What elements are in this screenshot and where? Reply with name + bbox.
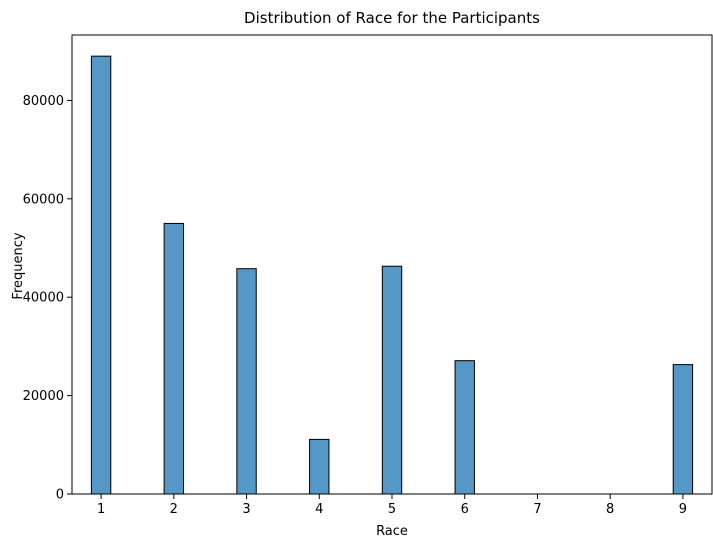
x-tick-label: 5	[388, 502, 396, 517]
bar-race-1	[90, 55, 112, 495]
x-tick-label: 3	[242, 502, 250, 517]
chart-title: Distribution of Race for the Participant…	[244, 9, 540, 27]
x-tick-label: 8	[606, 502, 614, 517]
bar-race-6	[454, 360, 475, 495]
bar-race-4	[309, 438, 330, 495]
y-tick-label: 20000	[23, 389, 64, 404]
bar-race-5	[381, 265, 403, 495]
y-tick-label: 60000	[23, 192, 64, 207]
x-tick-label: 9	[679, 502, 687, 517]
x-tick-label: 2	[170, 502, 178, 517]
x-axis-label: Race	[376, 524, 408, 539]
x-tick-label: 6	[461, 502, 469, 517]
plot-frame	[71, 34, 713, 495]
x-tick-label: 4	[315, 502, 323, 517]
y-tick-label: 40000	[23, 291, 64, 306]
y-axis-label: Frequency	[11, 232, 26, 299]
y-axis-ticks: 0 20000 40000 60000 80000	[23, 94, 72, 503]
bar-race-3	[236, 268, 257, 495]
x-tick-label: 7	[533, 502, 541, 517]
x-tick-label: 1	[97, 502, 105, 517]
bar-race-9	[672, 364, 694, 495]
bars-group	[90, 55, 694, 495]
bar-race-2	[163, 222, 185, 495]
x-axis-ticks: 1 2 3 4 5 6 7 8 9	[97, 494, 687, 517]
y-tick-label: 80000	[23, 94, 64, 109]
y-tick-label: 0	[56, 488, 64, 503]
